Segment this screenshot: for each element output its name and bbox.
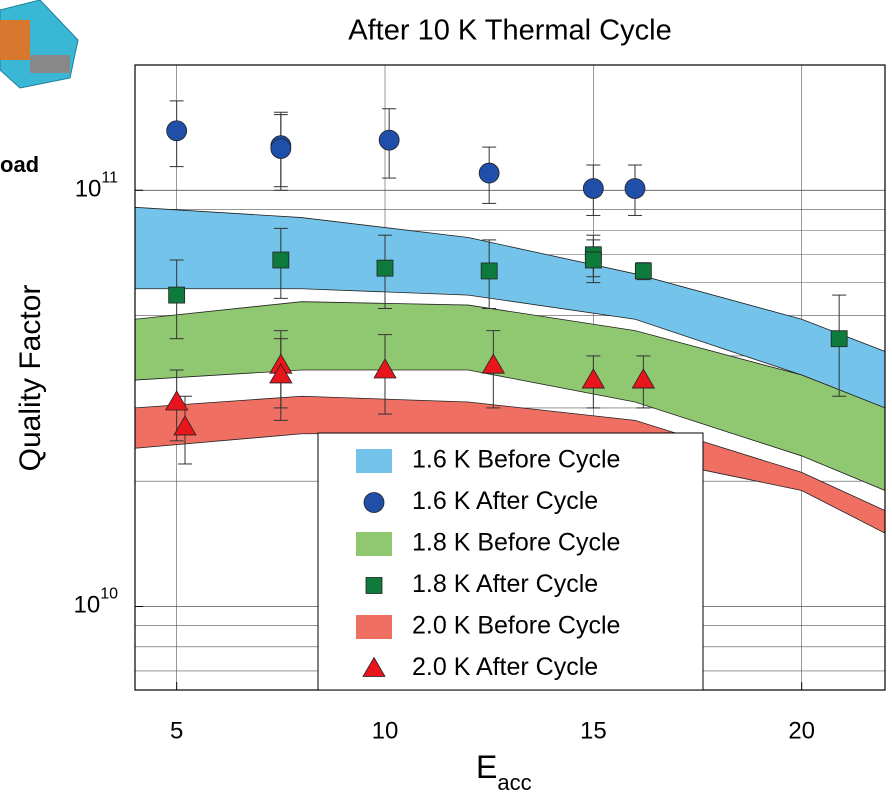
legend-marker [365, 577, 383, 594]
point [581, 368, 606, 389]
y-tick-exponent: 11 [101, 170, 118, 187]
y-tick-label: 1010 [74, 586, 119, 619]
legend-swatch [356, 615, 392, 639]
legend-label: 1.6 K Before Cycle [412, 446, 620, 474]
band-upper-edge [135, 395, 885, 511]
y-tick-base: 10 [75, 176, 102, 203]
point [270, 138, 292, 159]
legend-label: 2.0 K After Cycle [412, 653, 598, 681]
point [272, 251, 290, 269]
y-axis-label: Quality Factor [14, 285, 47, 472]
legend-box [317, 432, 704, 691]
legend-marker [363, 492, 385, 513]
plot-body [135, 65, 885, 690]
x-axis-label-main: E [476, 749, 497, 785]
legend-marker [362, 656, 386, 677]
point [584, 251, 602, 269]
point [830, 330, 848, 348]
point [480, 262, 498, 280]
point [269, 363, 293, 384]
x-tick-label: 20 [788, 717, 815, 744]
point [634, 262, 652, 280]
point [631, 368, 656, 389]
x-axis-label: Eacc [476, 749, 532, 794]
legend-swatch [356, 449, 392, 473]
point [624, 178, 646, 199]
point [173, 415, 197, 436]
legend-label: 1.8 K Before Cycle [412, 529, 620, 557]
legend-label: 2.0 K Before Cycle [412, 612, 620, 640]
y-tick-base: 10 [74, 592, 101, 619]
x-tick-label: 15 [580, 717, 607, 744]
band-upper-edge [135, 206, 885, 352]
band [135, 396, 885, 534]
point [378, 129, 400, 151]
point [164, 390, 189, 411]
icon [0, 0, 80, 90]
point [478, 162, 500, 184]
point [582, 178, 604, 199]
x-axis-label-sub: acc [497, 770, 531, 795]
point [166, 120, 188, 142]
point [168, 286, 186, 304]
legend-label: 1.8 K After Cycle [412, 570, 598, 598]
legend-label: 1.6 K After Cycle [412, 487, 598, 515]
legend: 1.6 K Before Cycle 1.6 K After Cycle 1.8 K… [317, 432, 704, 691]
side-text: oad [0, 152, 39, 177]
band [135, 207, 885, 408]
x-tick-label: 10 [372, 717, 399, 744]
point [373, 358, 397, 379]
band [135, 301, 885, 491]
point [376, 259, 394, 277]
y-tick-label: 1011 [75, 170, 118, 203]
point [481, 353, 506, 374]
y-tick-exponent: 10 [100, 586, 118, 603]
x-tick-label: 5 [170, 717, 183, 744]
chart-title: After 10 K Thermal Cycle [348, 15, 671, 47]
legend-swatch [356, 532, 392, 556]
band-upper-edge [135, 301, 885, 409]
